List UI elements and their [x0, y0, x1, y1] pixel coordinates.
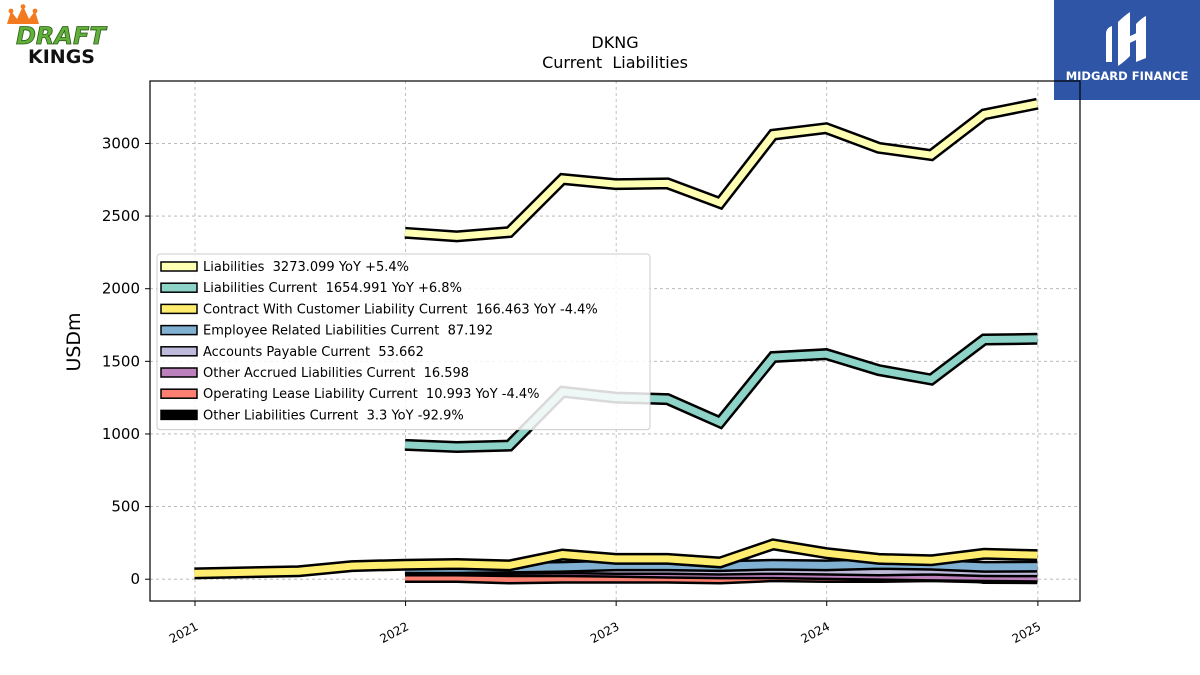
- legend-item: Liabilities Current 1654.991 YoY +6.8%: [160, 281, 462, 296]
- series-line-0: [404, 97, 1039, 243]
- legend-swatch: [160, 346, 198, 357]
- y-tick-label: 2000: [102, 280, 140, 298]
- y-tick-label: 500: [111, 498, 140, 516]
- legend-item: Accounts Payable Current 53.662: [160, 345, 424, 360]
- legend-item: Other Liabilities Current 3.3 YoY -92.9%: [160, 408, 464, 423]
- legend-item: Employee Related Liabilities Current 87.…: [160, 324, 493, 339]
- y-axis-label: USDm: [63, 312, 85, 371]
- chart-title: DKNG: [591, 33, 638, 52]
- y-tick-label: 1500: [102, 352, 140, 370]
- legend-item: Liabilities 3273.099 YoY +5.4%: [160, 260, 409, 275]
- legend-swatch: [160, 324, 198, 336]
- legend-swatch: [160, 303, 198, 315]
- x-tick-label: 2022: [377, 619, 411, 646]
- legend-label: Liabilities Current 1654.991 YoY +6.8%: [203, 281, 462, 296]
- series-line-body: [404, 100, 1038, 240]
- legend-label: Other Accrued Liabilities Current 16.598: [203, 366, 469, 381]
- midgard-finance-logo-text: MIDGARD FINANCE: [1066, 69, 1189, 83]
- x-tick-label: 2025: [1010, 619, 1044, 646]
- legend-swatch: [160, 261, 198, 272]
- y-tick-label: 2500: [102, 207, 140, 225]
- y-tick-label: 0: [130, 570, 140, 588]
- midgard-m-icon: [1106, 12, 1146, 66]
- crown-icon: [7, 4, 39, 24]
- legend-box: [156, 253, 651, 431]
- legend-label: Accounts Payable Current 53.662: [203, 345, 424, 360]
- legend-swatch: [160, 388, 198, 399]
- legend-label: Contract With Customer Liability Current…: [203, 302, 598, 317]
- legend-item: Contract With Customer Liability Current…: [160, 302, 598, 317]
- legend-swatch: [160, 409, 198, 421]
- x-tick-label: 2023: [588, 619, 622, 646]
- series-line-body: [194, 540, 1038, 577]
- series-line-1: [404, 332, 1038, 454]
- legend-label: Employee Related Liabilities Current 87.…: [203, 324, 493, 339]
- draftkings-logo: DRAFT KINGS: [4, 4, 124, 68]
- series-line-outline: [404, 97, 1039, 243]
- legend-label: Other Liabilities Current 3.3 YoY -92.9%: [203, 408, 464, 423]
- draftkings-logo-line1: DRAFT: [16, 22, 107, 50]
- x-tick-label: 2021: [167, 619, 201, 646]
- legend-item: Operating Lease Liability Current 10.993…: [160, 387, 540, 402]
- legend-swatch: [160, 282, 198, 293]
- legend-label: Liabilities 3273.099 YoY +5.4%: [203, 260, 409, 275]
- series-line-body: [404, 335, 1038, 451]
- midgard-finance-logo: MIDGARD FINANCE: [1054, 0, 1200, 100]
- plot-frame: [149, 80, 1081, 602]
- y-tick-label: 1000: [102, 425, 140, 443]
- series-line-2: [194, 538, 1038, 580]
- draftkings-logo-line2: KINGS: [28, 46, 95, 66]
- legend-swatch: [160, 367, 198, 378]
- legend: Liabilities 3273.099 YoY +5.4% Liabilitie…: [156, 253, 651, 431]
- legend-item: Other Accrued Liabilities Current 16.598: [160, 366, 469, 381]
- x-tick-label: 2024: [799, 619, 833, 646]
- y-tick-label: 3000: [102, 134, 140, 152]
- legend-label: Operating Lease Liability Current 10.993…: [203, 387, 540, 402]
- chart-subtitle: Current Liabilities: [542, 53, 688, 72]
